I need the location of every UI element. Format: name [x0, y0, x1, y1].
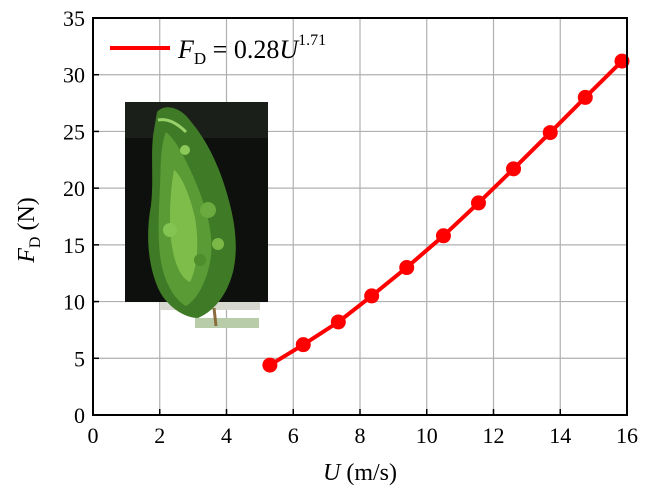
data-point	[470, 195, 486, 211]
y-tick-label: 10	[63, 290, 85, 315]
x-tick-label: 8	[355, 423, 366, 448]
data-point	[542, 125, 558, 141]
data-point	[435, 228, 451, 244]
data-point	[614, 53, 630, 69]
data-point	[295, 337, 311, 353]
y-tick-label: 5	[74, 346, 85, 371]
y-tick-label: 15	[63, 233, 85, 258]
y-tick-label: 30	[63, 63, 85, 88]
data-point	[330, 314, 346, 330]
series-layer	[262, 53, 630, 373]
data-point	[399, 260, 415, 276]
data-point	[506, 161, 522, 177]
x-tick-label: 12	[483, 423, 505, 448]
axis-ticks: 0 2 4 6 8 10 12 14 16 0 5 10 15 20 25 30 35	[63, 6, 638, 448]
x-tick-label: 16	[616, 423, 638, 448]
y-tick-label: 35	[63, 6, 85, 31]
data-point	[364, 288, 380, 304]
x-tick-label: 2	[154, 423, 165, 448]
y-tick-label: 25	[63, 119, 85, 144]
inset-tree-photo	[125, 102, 268, 328]
x-tick-label: 10	[416, 423, 438, 448]
x-tick-label: 14	[549, 423, 571, 448]
legend: FD = 0.28U1.71	[110, 32, 326, 68]
legend-label: FD = 0.28U1.71	[177, 32, 326, 68]
data-point	[262, 357, 278, 373]
x-axis-title: U (m/s)	[323, 460, 397, 486]
y-tick-label: 20	[63, 176, 85, 201]
y-tick-label: 0	[74, 403, 85, 428]
x-tick-label: 4	[221, 423, 232, 448]
x-tick-label: 6	[288, 423, 299, 448]
x-tick-label: 0	[88, 423, 99, 448]
data-point	[577, 89, 593, 105]
y-axis-title: FD (N)	[14, 197, 44, 264]
